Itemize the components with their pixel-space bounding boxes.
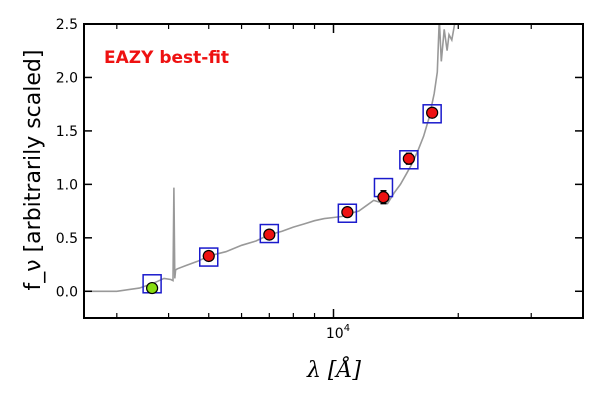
y-tick-label: 1.0 (56, 177, 78, 193)
y-axis-label: f_ν [arbitrarily scaled] (21, 50, 46, 291)
plot-content (84, 24, 456, 295)
observed-flux-point (146, 281, 159, 295)
model-flux-square (422, 104, 442, 124)
y-tick-label: 1.5 (56, 124, 78, 140)
annotation-label: EAZY best-fit (104, 48, 229, 68)
model-flux-square (259, 223, 280, 244)
axis-ticks: 0.0 0.5 1.0 1.5 2.0 2.5 (56, 17, 584, 318)
model-flux-square (399, 150, 419, 170)
y-tick-label: 2.5 (56, 17, 78, 33)
x-tick-label-10000: 104 (326, 323, 350, 342)
y-tick-label: 2.0 (56, 70, 78, 86)
observed-flux-point (341, 206, 354, 219)
observed-flux-point (402, 152, 415, 165)
model-flux-square (337, 203, 358, 223)
x-axis-label: λ [Å] (306, 355, 361, 383)
observed-flux-point (426, 106, 439, 119)
y-tick-label: 0.0 (56, 284, 78, 300)
template-spectrum-line (84, 24, 456, 293)
plot-area (84, 24, 456, 295)
y-tick-label: 0.5 (56, 231, 78, 247)
observed-flux-point (377, 191, 390, 204)
model-flux-square (199, 247, 219, 267)
observed-flux-point (202, 249, 215, 263)
observed-flux-point (263, 228, 276, 241)
plot-frame (83, 23, 584, 319)
